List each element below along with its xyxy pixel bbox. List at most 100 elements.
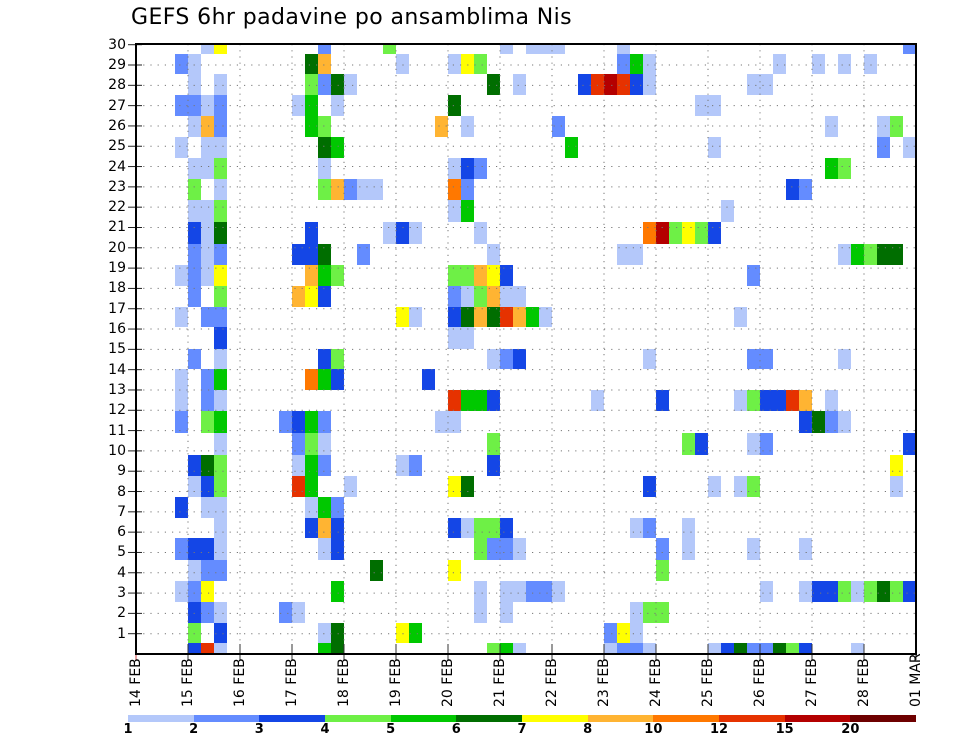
heatmap-cell — [188, 286, 201, 307]
y-tick-label: 9 — [117, 463, 126, 480]
heatmap-cell — [682, 538, 695, 560]
heatmap-cell — [617, 74, 630, 95]
heatmap-cell — [643, 74, 656, 95]
heatmap-cell — [838, 411, 851, 433]
heatmap-cell — [825, 411, 838, 433]
heatmap-cell — [734, 476, 747, 497]
heatmap-cell — [448, 560, 461, 581]
y-tick-label: 17 — [108, 300, 126, 317]
heatmap-cell — [214, 369, 227, 390]
heatmap-cell — [500, 349, 513, 369]
heatmap-cell — [188, 200, 201, 222]
heatmap-cell — [474, 158, 487, 179]
heatmap-cell — [786, 390, 799, 411]
heatmap-cell — [448, 286, 461, 307]
heatmap-cell — [825, 116, 838, 137]
heatmap-cell — [799, 411, 812, 433]
heatmap-cell — [214, 307, 227, 327]
heatmap-cell — [630, 244, 643, 265]
heatmap-cell — [448, 411, 461, 433]
colorbar-label: 12 — [709, 722, 729, 737]
heatmap-cell — [656, 538, 669, 560]
heatmap-cell — [188, 623, 201, 643]
chart-title: GEFS 6hr padavine po ansamblima Nis — [131, 5, 572, 30]
heatmap-cell — [175, 307, 188, 327]
y-tick-label: 29 — [108, 57, 126, 73]
heatmap-cell — [500, 581, 513, 602]
heatmap-cell — [643, 54, 656, 74]
heatmap-cell — [318, 623, 331, 643]
heatmap-cell — [188, 538, 201, 560]
y-tick-label: 26 — [108, 117, 126, 134]
heatmap-cell — [201, 44, 214, 54]
heatmap-cell — [214, 623, 227, 643]
heatmap-cell — [461, 54, 474, 74]
heatmap-cell — [760, 581, 773, 602]
heatmap-cell — [591, 74, 604, 95]
heatmap-cell — [318, 137, 331, 158]
heatmap-cell — [526, 44, 539, 54]
heatmap-cell — [539, 307, 552, 327]
heatmap-cell — [500, 265, 513, 286]
heatmap-cell — [630, 623, 643, 643]
heatmap-cell — [474, 538, 487, 560]
heatmap-cell — [201, 581, 214, 602]
heatmap-cell — [175, 265, 188, 286]
colorbar-segment — [653, 715, 720, 722]
heatmap-cell — [526, 307, 539, 327]
heatmap-cell — [175, 390, 188, 411]
heatmap-cell — [721, 200, 734, 222]
heatmap-cell — [903, 137, 916, 158]
heatmap-cell — [474, 222, 487, 244]
heatmap-cell — [708, 222, 721, 244]
heatmap-cell — [175, 95, 188, 116]
heatmap-cell — [656, 222, 669, 244]
heatmap-cell — [656, 390, 669, 411]
heatmap-cell — [292, 602, 305, 623]
colorbar-label: 6 — [451, 722, 461, 737]
heatmap-cell — [695, 95, 708, 116]
heatmap-cell — [279, 602, 292, 623]
heatmap-cell — [630, 643, 643, 654]
heatmap-cell — [214, 200, 227, 222]
heatmap-cell — [487, 518, 500, 538]
heatmap-cell — [461, 327, 474, 349]
heatmap-cell — [357, 179, 370, 200]
colorbar-label: 7 — [517, 722, 527, 737]
heatmap-cell — [396, 623, 409, 643]
heatmap-cell — [201, 411, 214, 433]
heatmap-cell — [422, 369, 435, 390]
heatmap-cell — [331, 349, 344, 369]
heatmap-cell — [201, 265, 214, 286]
heatmap-cell — [877, 244, 890, 265]
heatmap-cell — [318, 158, 331, 179]
heatmap-cell — [201, 137, 214, 158]
heatmap-cell — [799, 179, 812, 200]
heatmap-cell — [214, 518, 227, 538]
heatmap-cell — [773, 643, 786, 654]
heatmap-cell — [487, 349, 500, 369]
heatmap-cell — [630, 74, 643, 95]
heatmap-cell — [344, 476, 357, 497]
heatmap-cell — [188, 643, 201, 654]
heatmap-cell — [877, 581, 890, 602]
heatmap-cell — [201, 476, 214, 497]
y-tick-label: 20 — [108, 239, 126, 256]
colorbar-label: 10 — [644, 722, 663, 737]
y-tick-label: 1 — [117, 625, 126, 642]
heatmap-cell — [331, 179, 344, 200]
heatmap-cell — [838, 244, 851, 265]
heatmap-cell — [617, 44, 630, 54]
heatmap-cell — [630, 54, 643, 74]
heatmap-cell — [890, 581, 903, 602]
heatmap-cell — [643, 643, 656, 654]
heatmap-cell — [318, 349, 331, 369]
heatmap-cell — [305, 95, 318, 116]
y-tick-label: 23 — [108, 178, 126, 195]
heatmap-cell — [214, 265, 227, 286]
heatmap-cell — [435, 411, 448, 433]
heatmap-cell — [188, 244, 201, 265]
heatmap-cell — [747, 538, 760, 560]
heatmap-cell — [305, 286, 318, 307]
